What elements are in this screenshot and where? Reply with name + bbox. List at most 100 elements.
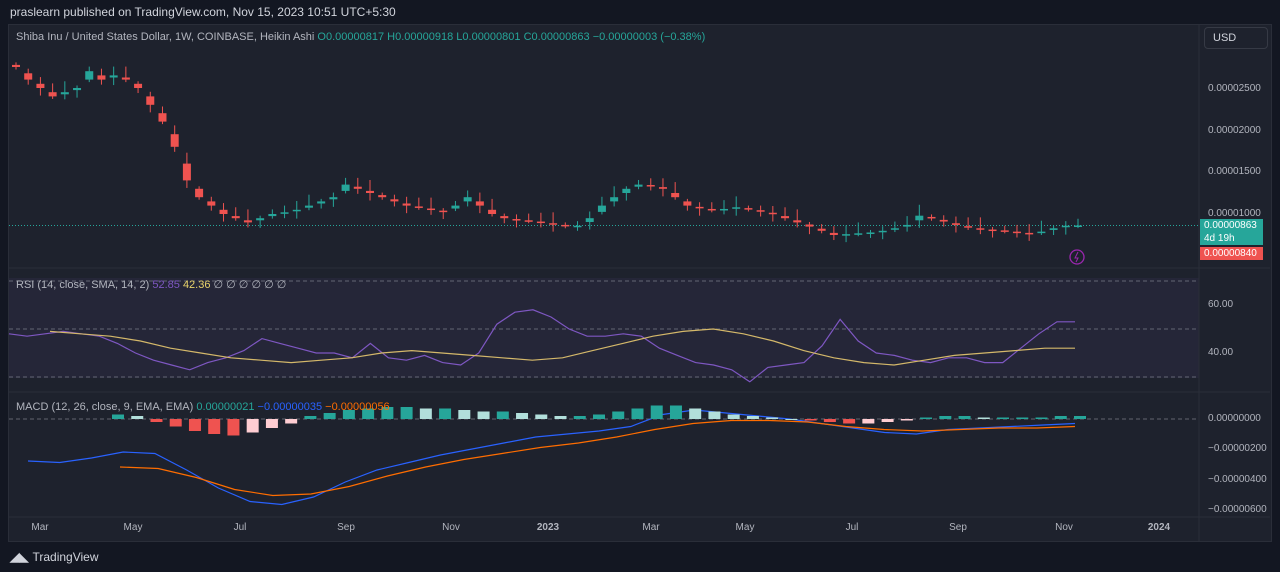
lightning-bolt — [1074, 251, 1079, 263]
candle-body — [817, 228, 826, 231]
macd-histogram-bar — [631, 408, 644, 419]
time-tick: 2023 — [536, 522, 560, 533]
candle-body — [951, 223, 960, 225]
macd-histogram-bar — [997, 417, 1010, 419]
candle-body — [829, 232, 838, 235]
open-value: O0.00000817 — [317, 31, 385, 43]
rsi-tick: 60.00 — [1208, 299, 1234, 310]
candle-body — [390, 199, 399, 202]
rsi-legend: RSI (14, close, SMA, 14, 2) 52.85 42.36 … — [16, 278, 286, 291]
macd-histogram-bar — [400, 407, 413, 419]
rsi-band — [9, 278, 1199, 378]
macd-histogram-bar — [1054, 416, 1067, 419]
brand-name: TradingView — [32, 550, 99, 564]
candle-body — [329, 197, 338, 200]
close-value: C0.00000863 — [523, 31, 590, 43]
macd-histogram-bar — [843, 419, 856, 424]
macd-histogram-bar — [958, 416, 971, 419]
macd-histogram-bar — [112, 414, 124, 419]
candle-body — [646, 185, 655, 187]
rsi-value: 52.85 — [152, 279, 180, 291]
candle-body — [683, 201, 692, 206]
prev-price-tag: 0.00000840 — [1200, 247, 1263, 260]
candle-body — [97, 75, 106, 80]
candle-body — [768, 212, 777, 215]
candle-body — [1049, 228, 1058, 230]
candle-body — [207, 201, 216, 206]
candle-body — [939, 219, 948, 222]
candle-body — [744, 208, 753, 210]
price-tick: 0.00001000 — [1208, 208, 1261, 219]
time-tick: May — [123, 522, 143, 533]
candle-body — [805, 224, 814, 227]
last-price-tag: 0.00000863 — [1200, 219, 1263, 232]
candle-body — [634, 184, 643, 187]
publish-info: praslearn published on TradingView.com, … — [10, 5, 396, 19]
candle-body — [463, 197, 472, 202]
symbol-title[interactable]: Shiba Inu / United States Dollar, 1W, CO… — [16, 31, 315, 43]
candle-body — [1061, 225, 1070, 228]
candle-body — [219, 209, 228, 214]
macd-histogram-bar — [1016, 417, 1029, 419]
candle-body — [48, 92, 57, 97]
macd-histogram-bar — [285, 419, 298, 424]
candle-body — [402, 203, 411, 206]
candle-body — [988, 229, 997, 232]
macd-label[interactable]: MACD (12, 26, close, 9, EMA, EMA) — [16, 401, 194, 413]
macd-histogram-bar — [573, 416, 586, 419]
macd-histogram-bar — [208, 419, 221, 434]
candle-body — [597, 205, 606, 212]
candle-body — [109, 75, 118, 78]
candle-body — [720, 208, 728, 211]
candle-body — [549, 223, 558, 225]
macd-histogram-bar — [381, 407, 394, 419]
macd-histogram-bar — [881, 419, 894, 422]
candle-body — [195, 188, 204, 198]
macd-histogram-bar — [362, 408, 375, 419]
rsi-label[interactable]: RSI (14, close, SMA, 14, 2) — [16, 279, 150, 291]
candle-body — [414, 206, 423, 208]
time-tick: May — [735, 522, 755, 533]
candle-body — [866, 232, 875, 234]
price-tick: 0.00002500 — [1208, 83, 1261, 94]
macd-line — [27, 409, 1076, 506]
candle-body — [512, 219, 521, 221]
candle-body — [854, 233, 863, 235]
candle-body — [268, 214, 277, 217]
time-tick: 2024 — [1147, 522, 1171, 533]
time-tick: Jul — [233, 522, 247, 533]
tradingview-logo[interactable]: ◢◣ TradingView — [10, 550, 99, 564]
macd-histogram-bar — [920, 417, 933, 419]
candle-body — [658, 187, 667, 189]
candle-body — [622, 188, 631, 193]
macd-histogram-bar — [496, 411, 509, 419]
candle-body — [341, 184, 350, 191]
time-tick: Sep — [949, 522, 967, 533]
macd-signal-value: −0.00000056 — [325, 401, 390, 413]
macd-histogram-bar — [1074, 416, 1086, 419]
macd-histogram-bar — [227, 419, 240, 436]
macd-histogram-bar — [900, 419, 913, 421]
macd-histogram-bar — [150, 419, 163, 422]
currency-button[interactable]: USD — [1204, 27, 1268, 49]
time-tick: Mar — [31, 522, 49, 533]
tradingview-icon: ◢◣ — [10, 550, 29, 564]
candle-body — [903, 224, 912, 227]
macd-histogram-bar — [593, 414, 605, 419]
candle-body — [451, 205, 460, 209]
candle-body — [366, 190, 374, 193]
candle-body — [1012, 231, 1021, 234]
candle-body — [1025, 232, 1034, 235]
candle-body — [964, 226, 973, 228]
macd-tick: −0.00000200 — [1208, 443, 1267, 454]
signal-line — [119, 419, 1076, 497]
macd-histogram-bar — [650, 405, 663, 419]
macd-histogram-bar — [304, 416, 317, 419]
candle-body — [585, 218, 594, 222]
macd-histogram-bar — [419, 408, 432, 419]
lightning-icon — [1069, 249, 1085, 265]
candle-body — [378, 195, 387, 198]
macd-histogram-bar — [477, 411, 490, 419]
rsi-empty-values: ∅ ∅ ∅ ∅ ∅ ∅ — [213, 279, 287, 291]
